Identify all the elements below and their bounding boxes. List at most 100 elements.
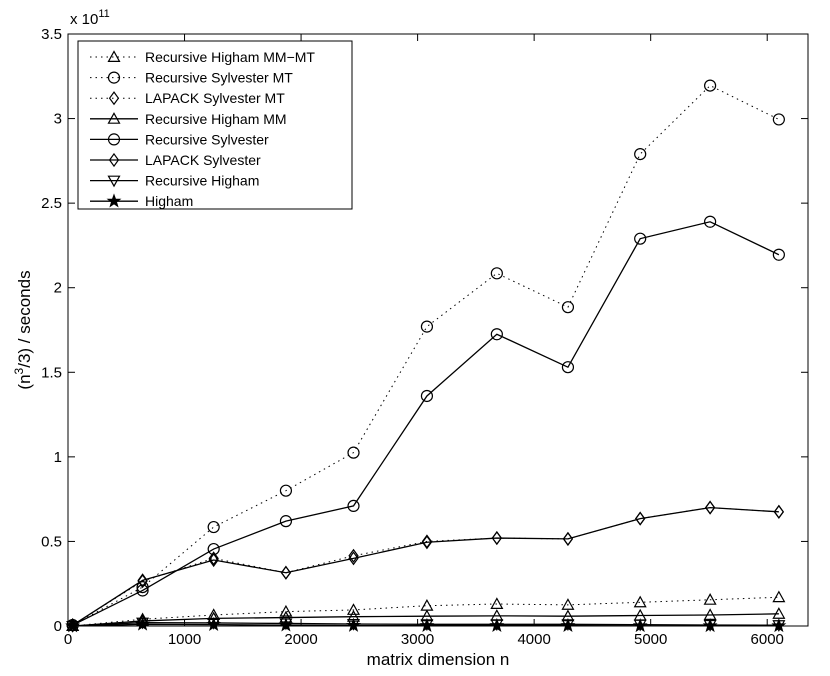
legend-label: LAPACK Sylvester MT [145, 90, 285, 106]
legend-marker [108, 91, 120, 106]
x-tick-label: 5000 [634, 631, 667, 648]
data-point [703, 593, 717, 605]
legend-marker [106, 193, 122, 208]
data-point [634, 147, 647, 161]
x-tick-label: 4000 [517, 631, 550, 648]
data-point [135, 616, 151, 631]
legend-label: LAPACK Sylvester [145, 152, 261, 168]
legend-entry: Recursive Sylvester [90, 131, 269, 147]
legend-entry: LAPACK Sylvester [90, 152, 261, 168]
data-point [772, 113, 785, 126]
x-tick-label: 2000 [284, 631, 317, 648]
x-tick-label: 1000 [168, 631, 201, 648]
data-point [208, 551, 219, 566]
data-point [562, 531, 574, 546]
series-1 [66, 590, 786, 632]
y-axis-label-rest: /3) / seconds [15, 270, 34, 367]
legend-label: Recursive Higham MM [145, 111, 287, 127]
y-tick-label: 2 [54, 280, 62, 297]
data-point [206, 616, 222, 631]
legend-marker [107, 175, 121, 188]
data-point [490, 267, 503, 280]
legend-label: Recursive Sylvester MT [145, 70, 293, 86]
legend-marker [107, 133, 121, 146]
data-point [65, 618, 81, 633]
data-point [561, 598, 575, 610]
series-line [72, 221, 780, 626]
data-point [279, 604, 293, 617]
data-point [279, 484, 293, 497]
y-multiplier-exponent: 11 [98, 8, 109, 20]
x-tick-label: 0 [64, 631, 72, 648]
legend-entry: LAPACK Sylvester MT [90, 90, 285, 106]
axis-ticks: 0 1000 2000 3000 4000 5000 6000 0 0.5 1 1.5 2 2.5 3 3.… [41, 26, 808, 648]
data-point [346, 603, 361, 615]
legend-label: Recursive Sylvester [145, 131, 269, 147]
legend-marker [107, 112, 121, 124]
data-point [772, 248, 785, 261]
y-axis-label-base: (n [15, 374, 34, 389]
data-point [207, 520, 220, 534]
data-point [137, 573, 148, 588]
data-point [348, 551, 359, 566]
data-point [561, 301, 575, 314]
legend-label: Recursive Higham MM−MT [145, 49, 315, 65]
y-axis-label-sup: 3 [12, 367, 26, 374]
legend-label: Recursive Higham [145, 173, 259, 189]
legend: Recursive Higham MM−MT Recursive Sylveste… [77, 40, 353, 210]
y-tick-label: 1.5 [41, 364, 62, 381]
legend-entry: Recursive Sylvester MT [90, 70, 293, 86]
legend-marker [107, 71, 121, 84]
data-point [704, 215, 717, 228]
y-axis-label: (n3/3) / seconds [12, 270, 34, 389]
y-tick-label: 2.5 [41, 195, 62, 212]
data-point [136, 584, 149, 597]
data-point [635, 511, 646, 526]
data-point [633, 595, 647, 608]
data-point [634, 232, 647, 245]
legend-label: Higham [145, 193, 193, 209]
x-axis-label: matrix dimension n [367, 650, 510, 669]
legend-marker [107, 50, 121, 63]
series-line [72, 506, 779, 626]
y-multiplier-base: x 10 [70, 11, 98, 28]
x-tick-label: 3000 [401, 631, 434, 648]
data-point [771, 618, 787, 633]
legend-marker [108, 152, 120, 168]
data-point [702, 618, 718, 633]
legend-entry: Higham [90, 193, 193, 209]
legend-entry: Recursive Higham MM−MT [90, 49, 315, 65]
data-point [348, 548, 359, 563]
data-point [347, 499, 360, 513]
y-tick-label: 0 [54, 618, 62, 635]
data-point [421, 535, 433, 550]
legend-entry: Recursive Higham MM [90, 111, 287, 127]
data-point [420, 389, 434, 403]
data-point [490, 597, 504, 610]
data-point [490, 328, 503, 341]
y-tick-label: 0.5 [41, 533, 62, 550]
series-line [72, 613, 779, 627]
y-multiplier: x 1011 [70, 8, 110, 28]
data-point [280, 565, 292, 580]
data-point [560, 617, 576, 632]
y-tick-label: 3.5 [41, 26, 62, 43]
y-tick-label: 3 [54, 111, 62, 128]
legend-entry: Recursive Higham [90, 173, 259, 189]
data-point [420, 320, 434, 333]
data-point [347, 446, 360, 459]
data-point [489, 617, 505, 632]
series-layer [65, 79, 787, 633]
series-5 [66, 215, 785, 632]
data-point [704, 79, 717, 92]
data-point [208, 552, 219, 568]
data-point [346, 617, 361, 632]
data-point [279, 515, 293, 528]
x-tick-label: 6000 [751, 631, 784, 648]
data-point [704, 500, 716, 515]
data-point [561, 361, 575, 374]
data-point [419, 617, 435, 632]
data-point [278, 617, 294, 632]
